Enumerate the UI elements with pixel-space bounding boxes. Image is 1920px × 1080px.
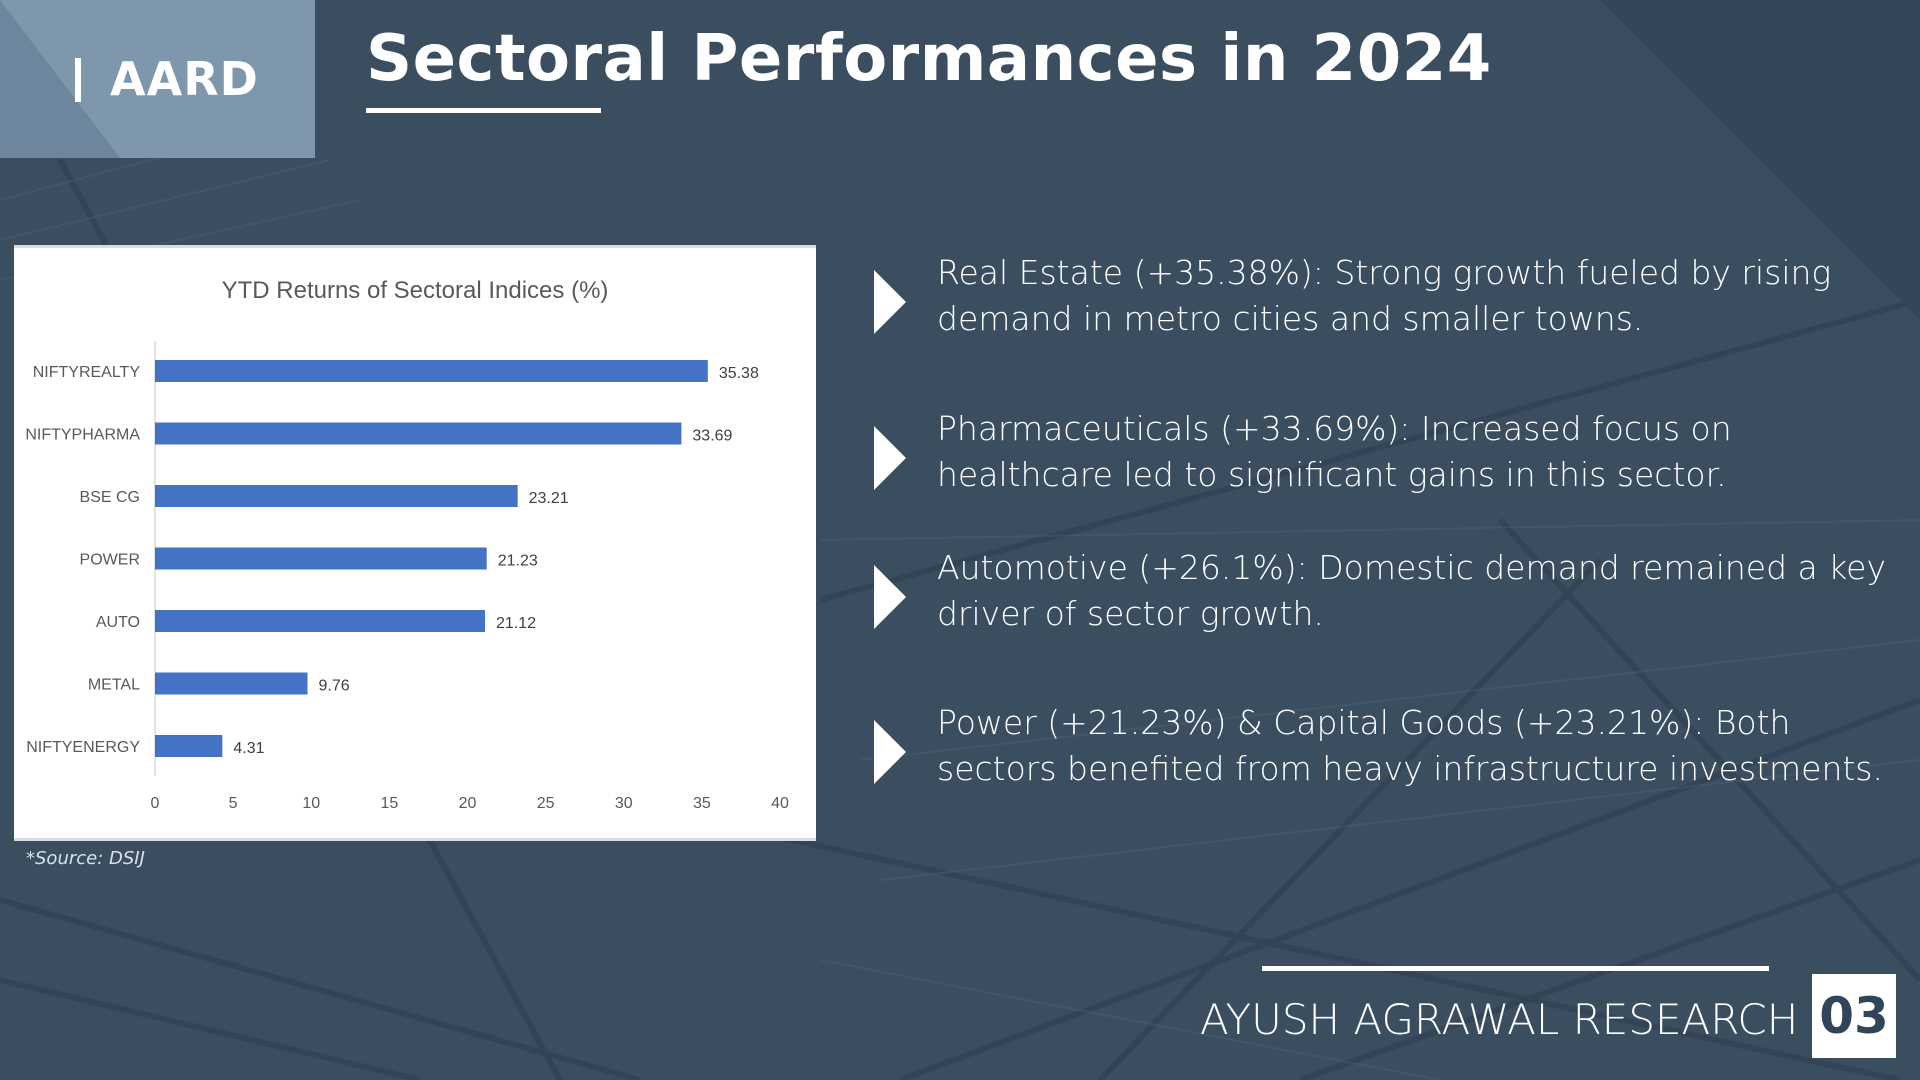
chart-tick-label: 40: [771, 795, 789, 812]
chart-data-label: 23.21: [529, 490, 569, 507]
bullet-text: Real Estate (+35.38%): Strong growth fue…: [937, 253, 1832, 338]
footer-author: AYUSH AGRAWAL RESEARCH: [1200, 995, 1799, 1044]
arrow-right-icon: [874, 270, 906, 334]
arrow-right-icon: [874, 426, 906, 490]
chart-data-label: 35.38: [719, 365, 759, 382]
chart-tick-label: 5: [229, 795, 238, 812]
chart-bar: [155, 485, 518, 507]
brand-name: AARD: [110, 52, 259, 106]
chart-category-label: NIFTYENERGY: [26, 739, 140, 756]
chart-tick-label: 15: [380, 795, 398, 812]
arrow-right-icon: [874, 565, 906, 629]
chart-tick-label: 10: [302, 795, 320, 812]
chart-tick-label: 30: [615, 795, 633, 812]
arrow-right-icon: [874, 720, 906, 784]
brand-box: AARD: [0, 0, 315, 158]
chart-bar: [155, 547, 487, 570]
chart-bar: [155, 360, 708, 382]
chart-bar: [155, 672, 308, 695]
chart-category-label: BSE CG: [80, 489, 140, 506]
chart-title: YTD Returns of Sectoral Indices (%): [222, 277, 609, 304]
chart-category-label: AUTO: [96, 614, 140, 631]
brand-bar: [75, 58, 81, 102]
chart-data-label: 9.76: [319, 678, 350, 695]
chart-tick-label: 25: [537, 795, 555, 812]
bullet-text: Pharmaceuticals (+33.69%): Increased foc…: [937, 409, 1732, 494]
chart-card: YTD Returns of Sectoral Indices (%) NIFTY…: [14, 245, 816, 841]
chart-bar: [155, 610, 485, 632]
chart-bar: [155, 422, 682, 445]
chart-tick-label: 0: [151, 795, 160, 812]
bullet-text: Automotive (+26.1%): Domestic demand rem…: [937, 548, 1886, 633]
chart-category-label: METAL: [88, 677, 140, 694]
chart-category-label: NIFTYREALTY: [33, 364, 141, 381]
footer-line: [1262, 966, 1769, 971]
chart-tick-label: 20: [459, 795, 477, 812]
title-underline: [366, 108, 601, 113]
chart-data-label: 33.69: [692, 428, 732, 445]
chart-tick-label: 35: [693, 795, 711, 812]
chart-bar: [155, 735, 223, 757]
chart-category-label: POWER: [80, 552, 140, 569]
chart-data-label: 4.31: [233, 740, 264, 757]
chart-category-label: NIFTYPHARMA: [25, 427, 140, 444]
corner-decoration: [1600, 0, 1920, 320]
slide-title: Sectoral Performances in 2024: [366, 22, 1492, 96]
bar-chart: YTD Returns of Sectoral Indices (%) NIFTY…: [25, 277, 789, 812]
source-note: *Source: DSIJ: [26, 848, 145, 869]
bullet-text: Power (+21.23%) & Capital Goods (+23.21%…: [937, 703, 1883, 788]
chart-data-label: 21.12: [496, 615, 536, 632]
chart-data-label: 21.23: [498, 553, 538, 570]
page-number: 03: [1812, 974, 1896, 1058]
